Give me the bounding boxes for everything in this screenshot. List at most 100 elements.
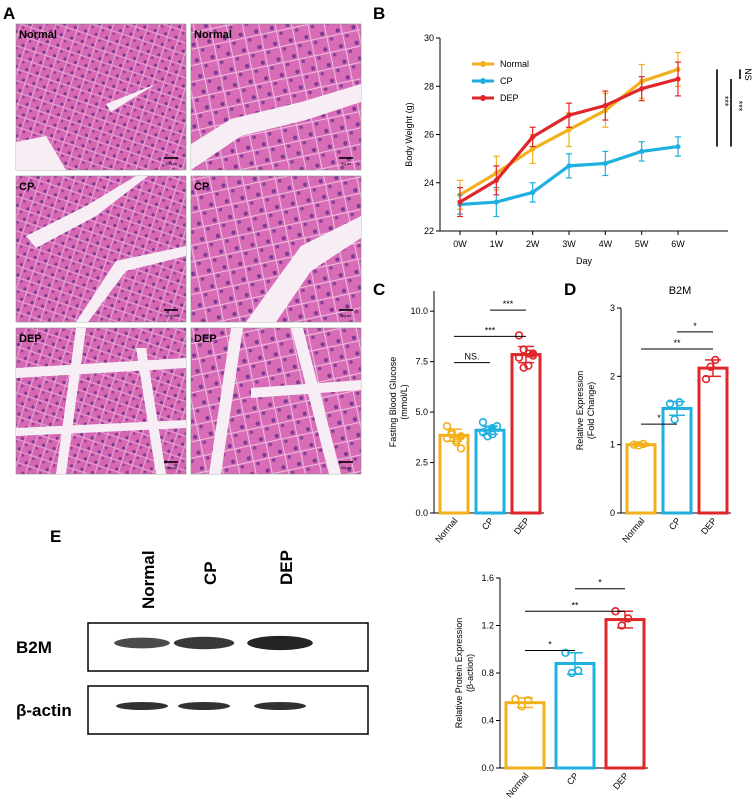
sig-label: NS (743, 68, 753, 81)
y-tick-label: 10.0 (410, 306, 428, 316)
sig-label: NS. (464, 352, 479, 362)
data-point (701, 374, 711, 384)
bar (554, 662, 596, 770)
histology-grid: Normal 100μm Normal 50μm CP 100μm CP 50μm DEP 100… (15, 23, 362, 475)
data-point (488, 424, 497, 433)
data-point (530, 189, 536, 195)
data-point (514, 353, 524, 362)
x-tick-label: 5W (635, 239, 649, 249)
legend-marker (480, 61, 486, 67)
sig-label: ** (673, 338, 681, 348)
data-point (530, 146, 536, 152)
bar (510, 353, 542, 515)
bar (474, 428, 506, 515)
y-axis-label: Fasting Blood Glucose (388, 357, 398, 448)
legend-label: Normal (500, 59, 529, 69)
histology-tile: DEP 50μm (190, 327, 362, 475)
data-point (530, 134, 536, 140)
histology-label: DEP (19, 333, 42, 345)
x-tick-label: 3W (562, 239, 576, 249)
data-point (519, 363, 528, 372)
chart-fasting-glucose: 0.0 2.5 5.0 7.5 10.0 Fasting Blood Glucose (mm… (388, 291, 544, 545)
tissue-gap (16, 420, 186, 436)
tissue-gap (191, 84, 361, 170)
data-point (675, 143, 681, 150)
y-axis-label: Body Weight (g) (404, 102, 414, 166)
histology-label: DEP (194, 333, 217, 345)
blot-row-label: B2M (16, 638, 52, 657)
sig-label: * (657, 413, 661, 423)
western-blot: Normal CP DEP B2M β-actin (16, 550, 369, 735)
data-point (566, 163, 572, 169)
histology-tile: Normal 50μm (190, 23, 362, 171)
x-tick-label: 6W (671, 239, 685, 249)
scale-bar-label: 50μm (341, 313, 352, 318)
y-tick-label: 0.0 (481, 763, 494, 773)
sig-label: *** (503, 299, 514, 309)
data-point (493, 199, 499, 205)
data-point (528, 349, 538, 358)
sig-label: * (598, 578, 602, 588)
tissue-gap (246, 216, 361, 322)
panel-letter-a: A (3, 4, 15, 23)
data-point (617, 621, 627, 630)
x-tick-label: DEP (611, 771, 631, 792)
panel-letter-d: D (564, 280, 576, 299)
scale-bar-label: 100μm (165, 465, 178, 470)
histology-label: CP (19, 181, 34, 193)
tissue-gap (76, 246, 186, 322)
data-point (478, 428, 488, 437)
blot-band (173, 636, 235, 650)
data-point (634, 441, 643, 450)
x-tick-label: CP (480, 516, 496, 532)
scale-bar-label: 100μm (165, 313, 178, 318)
blot-band (247, 635, 313, 651)
blot-band (254, 702, 306, 710)
data-point (456, 432, 466, 441)
y-tick-label: 30 (424, 33, 434, 43)
lane-label: DEP (277, 550, 296, 585)
y-tick-label: 7.5 (415, 357, 428, 367)
x-axis-label: Day (576, 256, 593, 266)
data-point (483, 432, 492, 441)
y-tick-label: 2.5 (415, 458, 428, 468)
x-tick-label: Normal (433, 516, 459, 545)
y-tick-label: 0.0 (415, 508, 428, 518)
y-tick-label: 5.0 (415, 407, 428, 417)
bar (504, 701, 546, 770)
sig-label: *** (734, 101, 744, 112)
y-tick-label: 1.2 (481, 621, 494, 631)
tissue-gap (291, 328, 341, 474)
histology-label: CP (194, 181, 209, 193)
y-axis-label: (β-action) (465, 654, 475, 692)
y-axis-label: (mmol/L) (399, 384, 409, 420)
y-tick-label: 26 (424, 130, 434, 140)
histology-tile: DEP 100μm (15, 327, 187, 475)
bar (697, 366, 729, 515)
x-tick-label: DEP (699, 516, 719, 537)
legend-marker (480, 95, 486, 101)
data-point (514, 331, 524, 340)
data-point (623, 614, 633, 623)
scale-bar-label: 50μm (341, 161, 352, 166)
blot-band (116, 702, 168, 710)
y-tick-label: 1 (610, 440, 615, 450)
sig-label: *** (720, 96, 730, 107)
tissue-gap (106, 84, 156, 112)
data-point (511, 694, 520, 704)
y-tick-label: 28 (424, 81, 434, 91)
data-point (602, 160, 608, 167)
x-tick-label: CP (565, 771, 581, 787)
tissue-gap (26, 176, 148, 248)
histology-tile: CP 50μm (190, 175, 362, 323)
panel-letter-c: C (373, 280, 385, 299)
chart-protein-expression: 0.0 0.4 0.8 1.2 1.6 Relative Protein Expressi… (454, 573, 648, 800)
tissue-gap (251, 380, 361, 398)
data-point (447, 428, 456, 437)
data-point (523, 696, 533, 705)
blot-membrane (87, 685, 369, 735)
data-point (517, 702, 527, 711)
blot-band (178, 702, 230, 710)
legend-label: CP (500, 76, 513, 86)
